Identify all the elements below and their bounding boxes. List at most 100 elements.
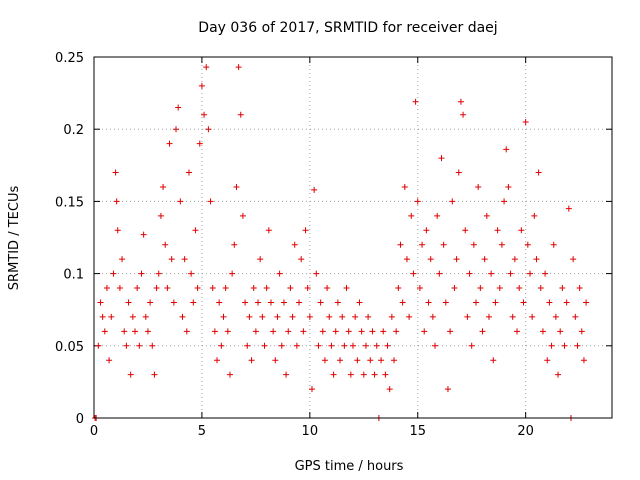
data-point — [226, 371, 233, 378]
data-point — [181, 256, 188, 263]
data-point — [416, 285, 423, 292]
data-point — [185, 169, 192, 176]
data-point — [289, 313, 296, 320]
data-point — [533, 256, 540, 263]
data-point — [384, 342, 391, 349]
data-point — [270, 328, 277, 335]
data-point — [257, 256, 264, 263]
data-point — [339, 313, 346, 320]
data-point — [95, 342, 102, 349]
data-point — [274, 313, 281, 320]
data-point — [326, 313, 333, 320]
data-point — [157, 212, 164, 219]
data-point — [246, 313, 253, 320]
data-point — [127, 371, 134, 378]
data-point — [179, 313, 186, 320]
data-point — [116, 285, 123, 292]
data-point — [97, 299, 104, 306]
x-tick-label: 0 — [90, 424, 98, 439]
data-point — [196, 140, 203, 147]
data-point — [319, 328, 326, 335]
data-point — [563, 299, 570, 306]
data-point — [561, 342, 568, 349]
data-point — [462, 227, 469, 234]
data-point — [365, 313, 372, 320]
data-point — [470, 241, 477, 248]
y-tick-label: 0.05 — [55, 340, 84, 355]
data-point — [438, 155, 445, 162]
data-point — [442, 299, 449, 306]
data-point — [453, 256, 460, 263]
data-point — [287, 285, 294, 292]
data-point — [140, 231, 147, 238]
data-point — [559, 285, 566, 292]
data-point — [198, 82, 205, 89]
data-point — [531, 212, 538, 219]
data-point — [188, 270, 195, 277]
data-point — [350, 342, 356, 349]
data-point — [578, 328, 585, 335]
data-point — [393, 328, 400, 335]
data-point — [142, 313, 149, 320]
data-point — [494, 227, 501, 234]
data-point — [306, 313, 313, 320]
y-tick-label: 0 — [76, 412, 84, 427]
data-point — [524, 241, 531, 248]
data-point — [103, 285, 110, 292]
data-point — [498, 241, 505, 248]
data-point — [129, 313, 136, 320]
data-point — [574, 342, 581, 349]
data-point — [255, 299, 262, 306]
data-point — [313, 270, 320, 277]
data-point — [580, 357, 587, 364]
data-point — [518, 227, 525, 234]
y-tick-label: 0.1 — [63, 268, 84, 283]
data-point — [362, 342, 369, 349]
data-point — [293, 342, 300, 349]
data-point — [522, 118, 529, 125]
data-point — [403, 256, 410, 263]
data-point — [311, 186, 318, 193]
data-point — [343, 285, 350, 292]
data-point — [496, 285, 503, 292]
data-point — [261, 342, 268, 349]
data-point — [132, 328, 139, 335]
data-point — [296, 299, 303, 306]
data-point — [401, 183, 408, 190]
data-point — [570, 256, 577, 263]
data-point — [557, 328, 564, 335]
data-point — [555, 371, 562, 378]
data-point — [421, 328, 428, 335]
data-point — [218, 342, 225, 349]
data-point — [112, 169, 119, 176]
data-point — [162, 241, 169, 248]
x-axis-label: GPS time / hours — [295, 459, 404, 474]
chart-title: Day 036 of 2017, SRMTID for receiver dae… — [198, 20, 497, 36]
data-point — [315, 342, 322, 349]
data-point — [520, 299, 527, 306]
data-point — [360, 371, 367, 378]
data-point — [300, 328, 307, 335]
data-point — [481, 256, 488, 263]
data-point — [285, 328, 292, 335]
data-point — [479, 328, 486, 335]
data-point — [464, 313, 471, 320]
data-point — [235, 64, 242, 71]
data-point — [345, 328, 352, 335]
data-point — [529, 313, 536, 320]
data-point — [220, 313, 227, 320]
data-point — [144, 328, 151, 335]
data-point — [136, 342, 143, 349]
data-point — [371, 371, 378, 378]
data-point — [341, 342, 348, 349]
data-point — [337, 357, 344, 364]
data-point — [546, 299, 553, 306]
data-point — [242, 299, 249, 306]
data-point — [248, 357, 255, 364]
data-point — [265, 227, 272, 234]
y-tick-label: 0.2 — [63, 123, 84, 138]
data-point — [190, 299, 197, 306]
data-point — [444, 386, 451, 393]
data-point — [110, 270, 117, 277]
